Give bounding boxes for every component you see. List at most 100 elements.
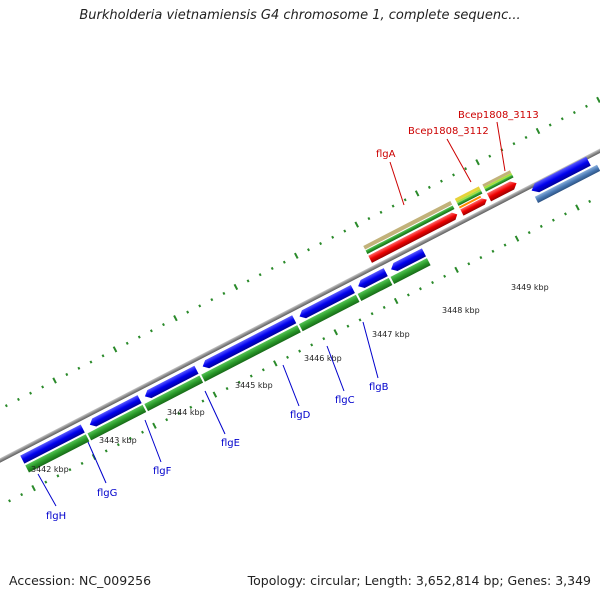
lower-track-major-tick (212, 391, 218, 398)
lower-track-minor-tick (443, 274, 447, 278)
upper-track-minor-tick (439, 179, 443, 183)
upper-track-major-tick (233, 283, 239, 291)
bcep3112-feature-green (457, 190, 483, 206)
flgD-leader-line (282, 364, 300, 407)
upper-track-minor-tick (222, 291, 226, 295)
upper-dotted-track (4, 96, 600, 408)
flgD-gene-arrow[interactable] (297, 285, 355, 321)
upper-track-minor-tick (101, 354, 105, 358)
upper-track-minor-tick (488, 154, 492, 158)
upper-track-minor-tick (258, 273, 262, 277)
lower-track-minor-tick (431, 280, 435, 285)
upper-track-minor-tick (452, 173, 455, 177)
lower-track-minor-tick (249, 374, 253, 378)
kbp-scale: 3442 kbp 3443 kbp 3444 kbp 3445 kbp 3446… (31, 283, 549, 474)
tick-label-3448: 3448 kbp (442, 306, 480, 315)
next-forward-gene-arrow[interactable] (529, 156, 591, 195)
flgA-feature-green (365, 205, 455, 254)
flgE-leader-line (204, 390, 226, 435)
flgC-label[interactable]: flgC (335, 395, 355, 406)
lower-track-major-tick (152, 422, 157, 429)
bcep3112-feature-yellow (454, 186, 481, 202)
lower-track-minor-tick (56, 474, 60, 478)
lower-track-minor-tick (491, 249, 495, 253)
bcep3112-gene-arrow[interactable] (460, 197, 488, 216)
flgA-gene-arrow[interactable] (368, 211, 459, 263)
lower-track-minor-tick (225, 386, 229, 391)
flgD-feature-green (298, 294, 360, 332)
bcep3113-feature-lime (483, 172, 513, 189)
flgA-leader-line (389, 161, 405, 206)
flgE-label[interactable]: flgE (221, 438, 240, 449)
lower-track-minor-tick (564, 212, 567, 216)
flgB-label[interactable]: flgB (369, 382, 389, 393)
upper-track-minor-tick (403, 198, 407, 202)
lower-track-minor-tick (128, 436, 132, 441)
upper-track-minor-tick (524, 135, 528, 140)
upper-track-minor-tick (270, 266, 274, 271)
lower-track-minor-tick (358, 318, 362, 322)
flgC-leader-line (326, 345, 345, 392)
tick-label-3445: 3445 kbp (235, 381, 273, 390)
lower-track-minor-tick (527, 231, 531, 235)
lower-track-minor-tick (346, 324, 350, 328)
flgG-gene-arrow[interactable] (88, 395, 142, 429)
bcep3113-feature-green (484, 174, 514, 192)
lower-dotted-track (8, 199, 592, 503)
flgB-gene-arrow[interactable] (389, 248, 427, 273)
flgH-feature-green (25, 434, 90, 473)
bcep3112-label[interactable]: Bcep1808_3112 (408, 126, 489, 137)
reverse-gene-labels: flgA Bcep1808_3112 Bcep1808_3113 (376, 110, 539, 206)
flgA-label[interactable]: flgA (376, 149, 396, 160)
upper-track-minor-tick (149, 329, 153, 333)
lower-track-minor-tick (322, 337, 326, 341)
lower-track-minor-tick (418, 287, 422, 291)
flgF-label[interactable]: flgF (153, 466, 172, 477)
lower-track-minor-tick (370, 312, 374, 316)
flgC-gene-arrow[interactable] (356, 268, 388, 290)
flgE-feature-green (201, 325, 301, 382)
upper-track-minor-tick (198, 304, 202, 308)
map-title: Burkholderia vietnamiensis G4 chromosome… (79, 8, 521, 23)
upper-track-minor-tick (307, 248, 310, 252)
tick-label-3449: 3449 kbp (511, 283, 549, 292)
upper-track-minor-tick (29, 391, 33, 395)
upper-track-minor-tick (16, 397, 20, 402)
bcep3112-feature-lime (456, 189, 482, 204)
tick-label-3444: 3444 kbp (167, 408, 205, 417)
flgH-leader-line (37, 473, 57, 507)
flgF-gene-arrow[interactable] (143, 365, 199, 401)
flgE-gene-arrow[interactable] (201, 315, 297, 370)
tick-label-3443: 3443 kbp (99, 436, 137, 445)
upper-track-minor-tick (560, 117, 564, 121)
upper-track-minor-tick (427, 185, 431, 189)
flgA-feature-olive (363, 201, 453, 250)
upper-track-minor-tick (367, 216, 371, 221)
bcep3113-gene-arrow[interactable] (486, 179, 519, 202)
next-feature-steel (534, 164, 600, 204)
upper-track-major-tick (112, 346, 118, 353)
upper-track-minor-tick (77, 366, 81, 370)
upper-track-minor-tick (137, 335, 141, 339)
upper-track-minor-tick (343, 229, 347, 233)
flgH-gene-arrow[interactable] (20, 424, 85, 464)
upper-track-minor-tick (125, 341, 129, 345)
upper-track-minor-tick (210, 298, 214, 302)
flgB-feature-green (390, 258, 431, 285)
upper-track-minor-tick (379, 210, 383, 214)
flgD-label[interactable]: flgD (290, 410, 311, 421)
lower-track-major-tick (393, 297, 399, 305)
upper-track-major-tick (173, 315, 178, 322)
flgG-label[interactable]: flgG (97, 488, 117, 499)
flgF-feature-green (144, 375, 204, 412)
bcep3113-label[interactable]: Bcep1808_3113 (458, 110, 539, 121)
lower-track-major-tick (514, 235, 520, 242)
flgB-leader-line (362, 321, 379, 379)
flgH-label[interactable]: flgH (46, 511, 66, 522)
lower-track-major-tick (333, 329, 339, 336)
upper-track-minor-tick (391, 204, 395, 208)
lower-track-minor-tick (539, 224, 543, 228)
lower-track-major-tick (454, 266, 459, 273)
lower-track-minor-tick (177, 411, 181, 416)
